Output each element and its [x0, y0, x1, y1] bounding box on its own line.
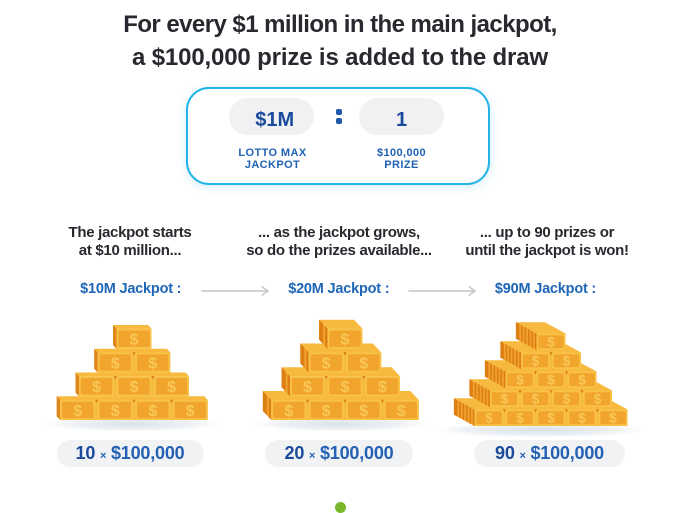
- svg-text:$: $: [148, 355, 157, 372]
- svg-text:$: $: [322, 403, 331, 420]
- svg-text:$: $: [547, 411, 555, 426]
- svg-text:$: $: [516, 373, 524, 388]
- svg-text:$: $: [563, 392, 571, 407]
- svg-text:$: $: [111, 355, 120, 372]
- svg-text:$: $: [378, 379, 387, 396]
- svg-text:$: $: [322, 355, 331, 372]
- svg-text:$: $: [563, 354, 571, 369]
- svg-text:$: $: [532, 354, 540, 369]
- svg-text:$: $: [284, 403, 293, 420]
- svg-text:$: $: [148, 403, 157, 420]
- svg-text:$: $: [532, 392, 540, 407]
- svg-text:$: $: [92, 379, 101, 396]
- svg-text:$: $: [130, 379, 139, 396]
- svg-text:$: $: [73, 403, 82, 420]
- svg-text:$: $: [501, 392, 509, 407]
- svg-text:$: $: [359, 355, 368, 372]
- svg-text:$: $: [111, 403, 120, 420]
- svg-text:$: $: [609, 411, 617, 426]
- svg-text:$: $: [167, 379, 176, 396]
- svg-text:$: $: [578, 411, 586, 426]
- svg-text:$: $: [341, 379, 350, 396]
- svg-text:$: $: [130, 332, 139, 349]
- svg-text:$: $: [303, 379, 312, 396]
- svg-text:$: $: [547, 335, 555, 350]
- svg-text:$: $: [485, 411, 493, 426]
- svg-text:$: $: [516, 411, 524, 426]
- svg-text:$: $: [397, 403, 406, 420]
- svg-text:$: $: [341, 332, 350, 349]
- svg-text:$: $: [547, 373, 555, 388]
- svg-text:$: $: [359, 403, 368, 420]
- svg-text:$: $: [578, 373, 586, 388]
- svg-text:$: $: [186, 403, 195, 420]
- svg-text:$: $: [594, 392, 602, 407]
